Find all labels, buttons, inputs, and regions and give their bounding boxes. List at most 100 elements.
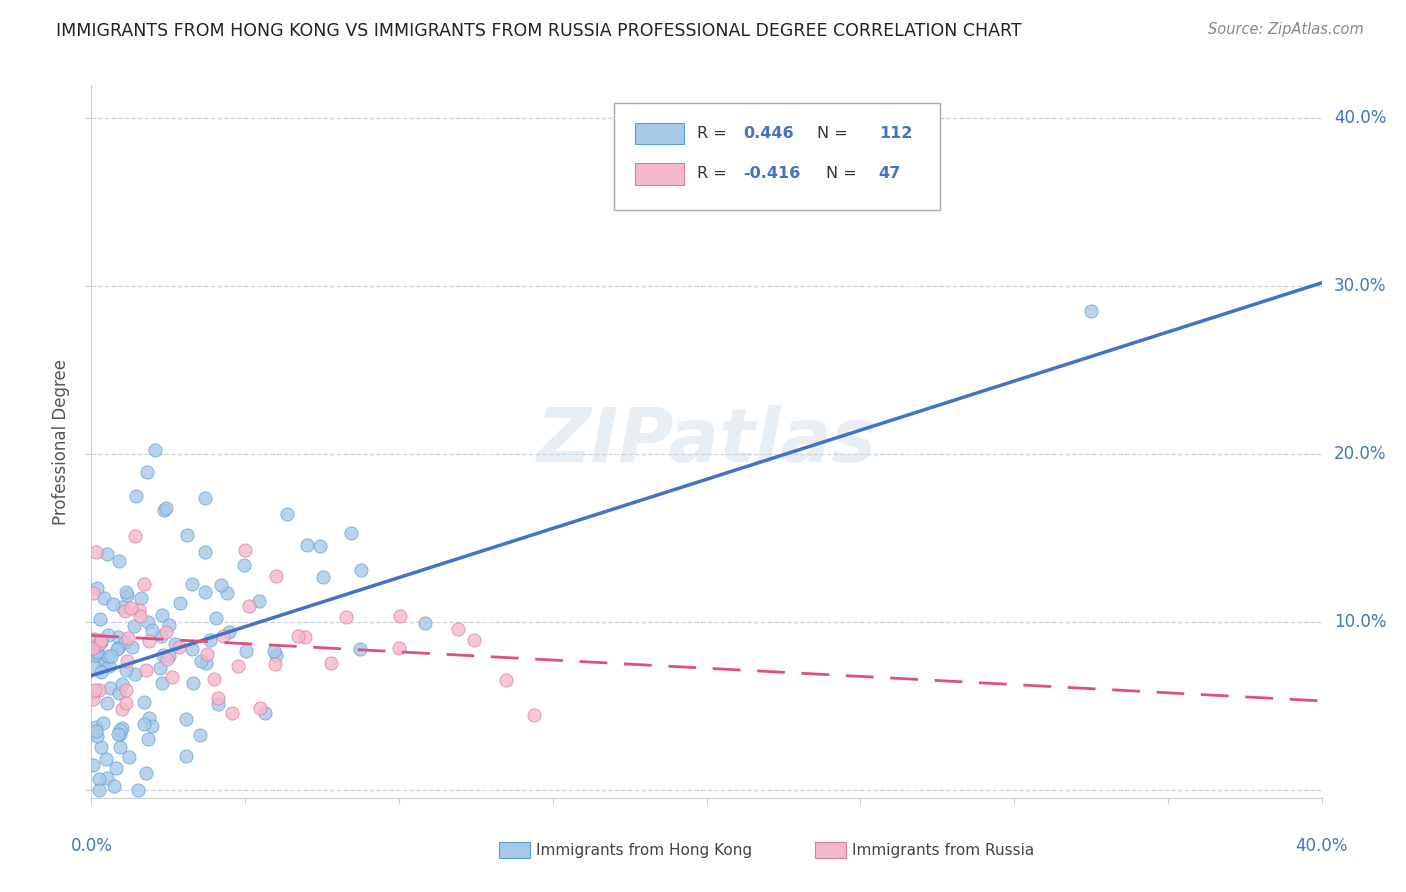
Point — [127, 783, 149, 797]
Point — [388, 608, 411, 623]
Point — [160, 670, 183, 684]
Point — [118, 750, 141, 764]
Point — [128, 608, 150, 623]
Point — [117, 654, 139, 668]
Point — [98, 681, 121, 695]
Point — [82, 685, 104, 699]
Bar — [636, 163, 685, 185]
Point — [129, 591, 152, 605]
Text: 10.0%: 10.0% — [1334, 613, 1386, 631]
Point — [249, 701, 271, 715]
Point — [136, 731, 159, 746]
Point — [247, 594, 270, 608]
Point — [132, 695, 155, 709]
Point — [86, 729, 108, 743]
Point — [209, 577, 232, 591]
Point — [89, 612, 111, 626]
Point — [233, 543, 256, 558]
Point — [97, 649, 120, 664]
Point — [93, 657, 115, 672]
Point — [135, 663, 157, 677]
Text: 30.0%: 30.0% — [1334, 277, 1386, 295]
Point — [159, 618, 181, 632]
Text: R =: R = — [696, 126, 731, 141]
Point — [82, 586, 104, 600]
Point — [169, 596, 191, 610]
Text: 0.446: 0.446 — [744, 126, 794, 141]
Point — [294, 630, 316, 644]
Point — [111, 600, 134, 615]
Point — [136, 615, 159, 629]
Point — [107, 640, 129, 655]
Point — [263, 644, 285, 658]
Point — [96, 771, 118, 785]
Point — [233, 558, 256, 572]
Point — [107, 630, 129, 644]
Point — [202, 672, 225, 686]
Point — [97, 627, 120, 641]
Point — [335, 610, 357, 624]
Text: IMMIGRANTS FROM HONG KONG VS IMMIGRANTS FROM RUSSIA PROFESSIONAL DEGREE CORRELAT: IMMIGRANTS FROM HONG KONG VS IMMIGRANTS … — [56, 22, 1022, 40]
Point — [86, 724, 108, 739]
Point — [115, 683, 138, 698]
Point — [100, 649, 122, 664]
Point — [215, 586, 238, 600]
Point — [128, 603, 150, 617]
Point — [156, 652, 179, 666]
Y-axis label: Professional Degree: Professional Degree — [52, 359, 70, 524]
Point — [108, 739, 131, 754]
Point — [111, 702, 134, 716]
Point — [94, 752, 117, 766]
Point — [96, 547, 118, 561]
Text: ZIPatlas: ZIPatlas — [537, 405, 876, 478]
Point — [103, 597, 125, 611]
Point — [155, 624, 177, 639]
Point — [198, 632, 221, 647]
Text: Immigrants from Hong Kong: Immigrants from Hong Kong — [536, 843, 752, 857]
Point — [350, 563, 373, 577]
Point — [138, 633, 160, 648]
Point — [135, 465, 157, 479]
Point — [141, 719, 163, 733]
Point — [84, 720, 107, 734]
Point — [135, 765, 157, 780]
FancyBboxPatch shape — [614, 103, 941, 210]
Text: 40.0%: 40.0% — [1295, 838, 1348, 855]
Point — [264, 657, 287, 672]
Point — [105, 641, 128, 656]
Point — [97, 658, 120, 673]
Point — [124, 528, 146, 542]
Point — [447, 622, 470, 636]
Point — [188, 728, 211, 742]
Point — [87, 682, 110, 697]
Point — [150, 607, 173, 622]
Point — [82, 646, 104, 660]
Point — [90, 632, 112, 647]
Point — [176, 528, 198, 542]
Point — [266, 569, 288, 583]
Point — [87, 783, 110, 797]
Point — [143, 442, 166, 457]
Point — [205, 611, 228, 625]
Point — [309, 539, 332, 553]
Point — [114, 585, 136, 599]
Point — [125, 489, 148, 503]
Point — [121, 640, 143, 654]
Point — [115, 696, 138, 710]
Point — [90, 634, 112, 648]
Point — [124, 618, 146, 632]
Point — [82, 758, 104, 772]
Point — [103, 779, 125, 793]
Text: R =: R = — [696, 167, 731, 181]
Point — [111, 721, 134, 735]
Bar — [636, 122, 685, 144]
Point — [138, 711, 160, 725]
Point — [157, 649, 180, 664]
Text: 40.0%: 40.0% — [1334, 110, 1386, 128]
Point — [221, 706, 243, 720]
Point — [83, 632, 105, 647]
Point — [167, 640, 190, 654]
Point — [153, 503, 176, 517]
Point — [124, 667, 146, 681]
Point — [115, 663, 138, 677]
